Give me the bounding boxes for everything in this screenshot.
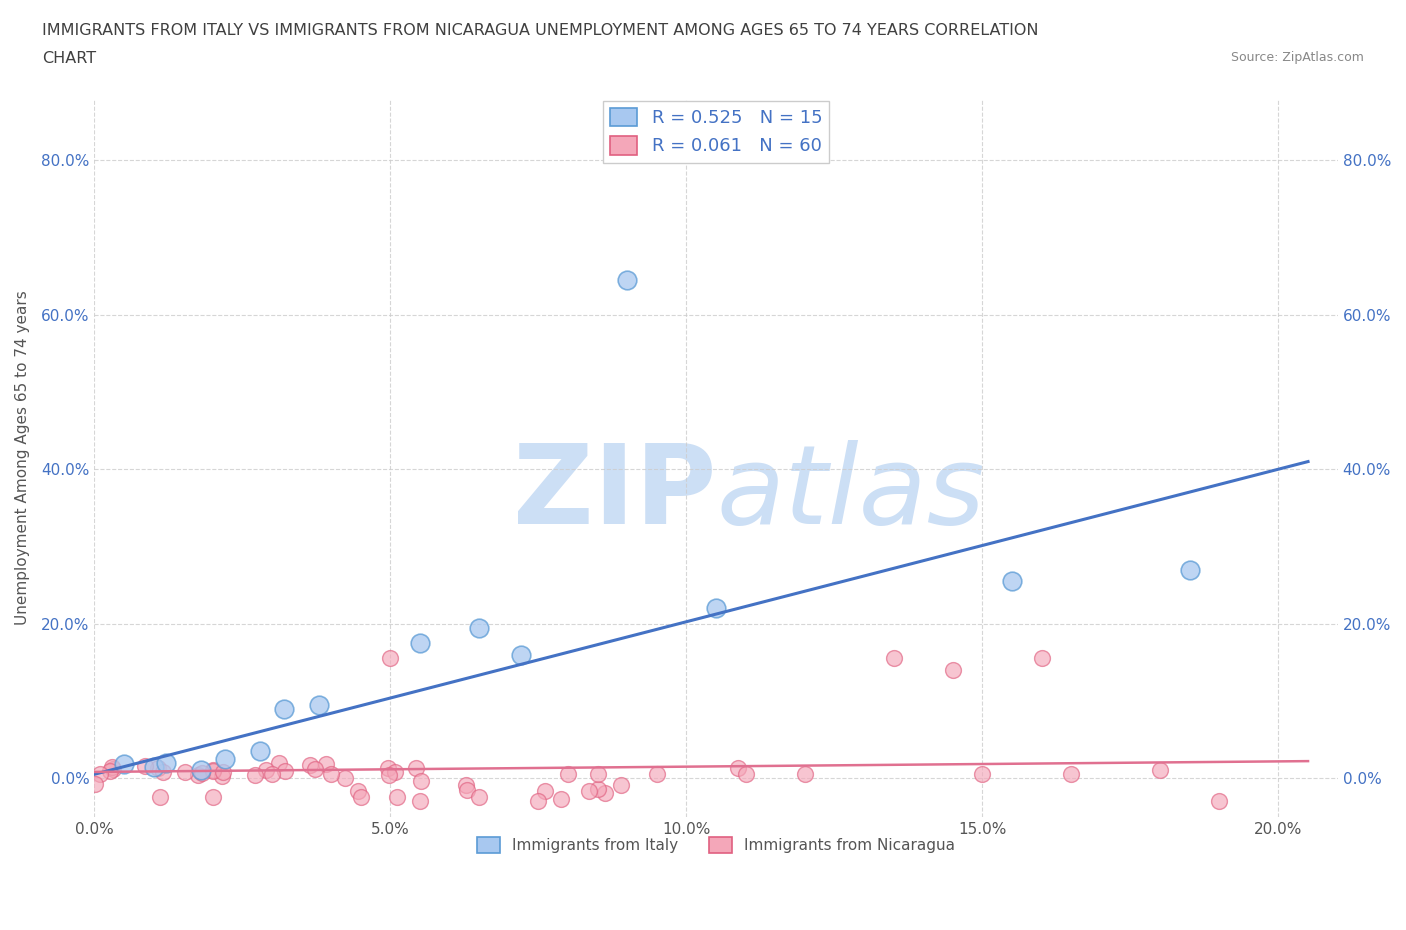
Point (468, 790, 491, 804)
Point (142, 759, 165, 774)
Text: atlas: atlas (716, 440, 984, 547)
Point (578, 783, 600, 798)
Point (409, 635, 432, 650)
Point (134, 759, 156, 774)
Point (84, 777, 107, 791)
Point (201, 790, 224, 804)
Point (149, 789, 172, 804)
Point (269, 756, 291, 771)
Point (645, 767, 668, 782)
Point (972, 767, 994, 782)
Point (1178, 563, 1201, 578)
Point (101, 762, 124, 777)
Point (274, 764, 297, 778)
Point (456, 782, 478, 797)
Point (409, 773, 432, 788)
Point (883, 651, 905, 666)
Point (262, 767, 284, 782)
Point (202, 763, 225, 777)
Point (304, 762, 326, 777)
Point (509, 647, 531, 662)
Point (273, 701, 295, 716)
Point (100, 759, 122, 774)
Point (1001, 574, 1024, 589)
Point (190, 763, 212, 777)
Point (793, 767, 815, 782)
Point (201, 764, 224, 778)
Point (298, 758, 321, 773)
Text: IMMIGRANTS FROM ITALY VS IMMIGRANTS FROM NICARAGUA UNEMPLOYMENT AMONG AGES 65 TO: IMMIGRANTS FROM ITALY VS IMMIGRANTS FROM… (42, 23, 1039, 38)
Point (557, 767, 579, 782)
Point (155, 755, 177, 770)
Point (616, 272, 638, 287)
Point (321, 767, 343, 782)
Point (211, 768, 233, 783)
Point (1149, 763, 1171, 777)
Point (527, 794, 550, 809)
Point (89, 766, 111, 781)
Point (1060, 767, 1083, 782)
Point (346, 783, 368, 798)
Point (378, 768, 401, 783)
Point (586, 767, 609, 782)
Point (727, 761, 749, 776)
Point (405, 761, 427, 776)
Point (249, 744, 271, 759)
Point (942, 662, 965, 677)
Point (335, 770, 357, 785)
Point (534, 783, 557, 798)
Point (350, 790, 373, 804)
Y-axis label: Unemployment Among Ages 65 to 74 years: Unemployment Among Ages 65 to 74 years (15, 290, 30, 625)
Point (377, 761, 399, 776)
Point (1031, 651, 1053, 666)
Point (610, 777, 633, 792)
Text: Source: ZipAtlas.com: Source: ZipAtlas.com (1230, 51, 1364, 64)
Point (380, 651, 402, 666)
Text: CHART: CHART (42, 51, 96, 66)
Point (211, 764, 233, 779)
Point (1208, 794, 1230, 809)
Point (152, 765, 174, 780)
Point (454, 777, 477, 792)
Point (468, 620, 491, 635)
Point (704, 601, 727, 616)
Text: ZIP: ZIP (513, 440, 716, 547)
Point (550, 792, 572, 807)
Point (98, 764, 121, 778)
Point (190, 765, 212, 780)
Legend: Immigrants from Italy, Immigrants from Nicaragua: Immigrants from Italy, Immigrants from N… (471, 831, 962, 859)
Point (595, 786, 617, 801)
Point (308, 698, 330, 712)
Point (588, 782, 610, 797)
Point (146, 761, 169, 776)
Point (187, 767, 209, 782)
Point (387, 790, 409, 804)
Point (384, 764, 406, 779)
Point (315, 757, 337, 772)
Point (214, 751, 236, 766)
Point (245, 767, 267, 782)
Point (173, 764, 195, 779)
Point (409, 794, 432, 809)
Point (734, 767, 756, 782)
Point (112, 757, 135, 772)
Point (254, 763, 277, 777)
